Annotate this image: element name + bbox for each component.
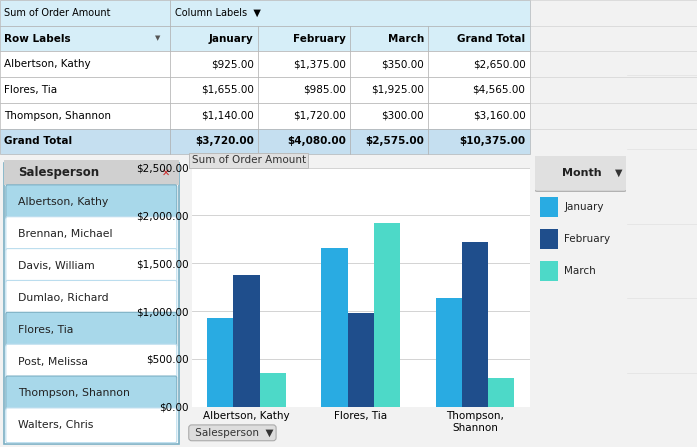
Text: $1,655.00: $1,655.00 [201, 85, 254, 95]
Text: Sum of Order Amount: Sum of Order Amount [4, 8, 111, 18]
Text: $10,375.00: $10,375.00 [459, 136, 526, 146]
Bar [429, 103, 530, 129]
Bar [171, 129, 258, 154]
Text: January: January [565, 202, 604, 212]
Bar [429, 129, 530, 154]
Text: $1,925.00: $1,925.00 [372, 85, 424, 95]
Bar [0, 25, 171, 51]
Text: Post, Melissa: Post, Melissa [18, 357, 89, 367]
Bar [171, 0, 530, 25]
Bar [233, 275, 259, 407]
Text: Grand Total: Grand Total [4, 136, 72, 146]
FancyBboxPatch shape [6, 312, 177, 347]
Text: $1,140.00: $1,140.00 [201, 111, 254, 121]
Bar [348, 312, 374, 407]
Bar [171, 103, 258, 129]
Bar [171, 51, 258, 77]
Text: March: March [388, 34, 424, 43]
Bar [540, 197, 558, 217]
Text: ✕: ✕ [162, 168, 170, 177]
Bar [3, 160, 179, 185]
Text: Row Labels: Row Labels [4, 34, 71, 43]
Text: February: February [565, 234, 611, 244]
Bar [207, 318, 233, 407]
Text: Davis, William: Davis, William [18, 261, 95, 271]
Text: $1,720.00: $1,720.00 [293, 111, 346, 121]
FancyBboxPatch shape [6, 185, 177, 219]
Bar [540, 261, 558, 281]
Text: Month: Month [562, 168, 602, 177]
Bar [429, 51, 530, 77]
Text: Albertson, Kathy: Albertson, Kathy [18, 197, 109, 207]
Text: Albertson, Kathy: Albertson, Kathy [4, 59, 91, 69]
Text: $3,160.00: $3,160.00 [473, 111, 526, 121]
FancyBboxPatch shape [6, 217, 177, 252]
Bar [429, 25, 530, 51]
Text: $300.00: $300.00 [381, 111, 424, 121]
Bar [171, 25, 258, 51]
Bar [350, 25, 429, 51]
Bar [429, 77, 530, 103]
Text: Grand Total: Grand Total [457, 34, 526, 43]
Bar [374, 223, 400, 407]
Bar [488, 378, 514, 407]
Bar [258, 77, 350, 103]
Bar [350, 77, 429, 103]
Bar [0, 0, 171, 25]
Bar [0, 77, 171, 103]
Text: Walters, Chris: Walters, Chris [18, 420, 93, 430]
Text: $925.00: $925.00 [210, 59, 254, 69]
FancyBboxPatch shape [533, 154, 628, 191]
Text: Flores, Tia: Flores, Tia [18, 325, 74, 335]
Bar [350, 103, 429, 129]
Text: Flores, Tia: Flores, Tia [4, 85, 57, 95]
Bar [171, 77, 258, 103]
Bar [436, 298, 462, 407]
FancyBboxPatch shape [6, 376, 177, 411]
Text: $2,575.00: $2,575.00 [365, 136, 424, 146]
Bar [0, 129, 171, 154]
Text: Salesperson: Salesperson [18, 166, 100, 179]
Text: March: March [565, 266, 596, 276]
Text: $1,375.00: $1,375.00 [293, 59, 346, 69]
FancyBboxPatch shape [6, 344, 177, 379]
Text: $3,720.00: $3,720.00 [195, 136, 254, 146]
Bar [350, 129, 429, 154]
Text: $2,650.00: $2,650.00 [473, 59, 526, 69]
Text: Sum of Order Amount: Sum of Order Amount [192, 155, 306, 165]
Bar [540, 229, 558, 249]
Text: Thompson, Shannon: Thompson, Shannon [4, 111, 112, 121]
FancyBboxPatch shape [6, 408, 177, 443]
FancyBboxPatch shape [6, 249, 177, 283]
Text: ▼: ▼ [615, 168, 622, 177]
Text: Dumlao, Richard: Dumlao, Richard [18, 293, 109, 303]
Bar [0, 51, 171, 77]
Bar [462, 242, 488, 407]
Bar [258, 25, 350, 51]
Text: Salesperson  ▼: Salesperson ▼ [192, 428, 273, 438]
Text: $4,565.00: $4,565.00 [473, 85, 526, 95]
Text: $350.00: $350.00 [381, 59, 424, 69]
Bar [258, 103, 350, 129]
Bar [259, 373, 286, 407]
Text: $985.00: $985.00 [303, 85, 346, 95]
Bar [321, 249, 348, 407]
Bar [258, 51, 350, 77]
Text: January: January [209, 34, 254, 43]
Bar [0, 103, 171, 129]
FancyBboxPatch shape [6, 280, 177, 315]
Text: February: February [293, 34, 346, 43]
Text: Column Labels  ▼: Column Labels ▼ [175, 8, 261, 18]
Bar [350, 51, 429, 77]
Text: Brennan, Michael: Brennan, Michael [18, 229, 113, 239]
Text: ▼: ▼ [155, 36, 160, 42]
Text: $4,080.00: $4,080.00 [287, 136, 346, 146]
Text: Thompson, Shannon: Thompson, Shannon [18, 388, 130, 398]
Bar [258, 129, 350, 154]
